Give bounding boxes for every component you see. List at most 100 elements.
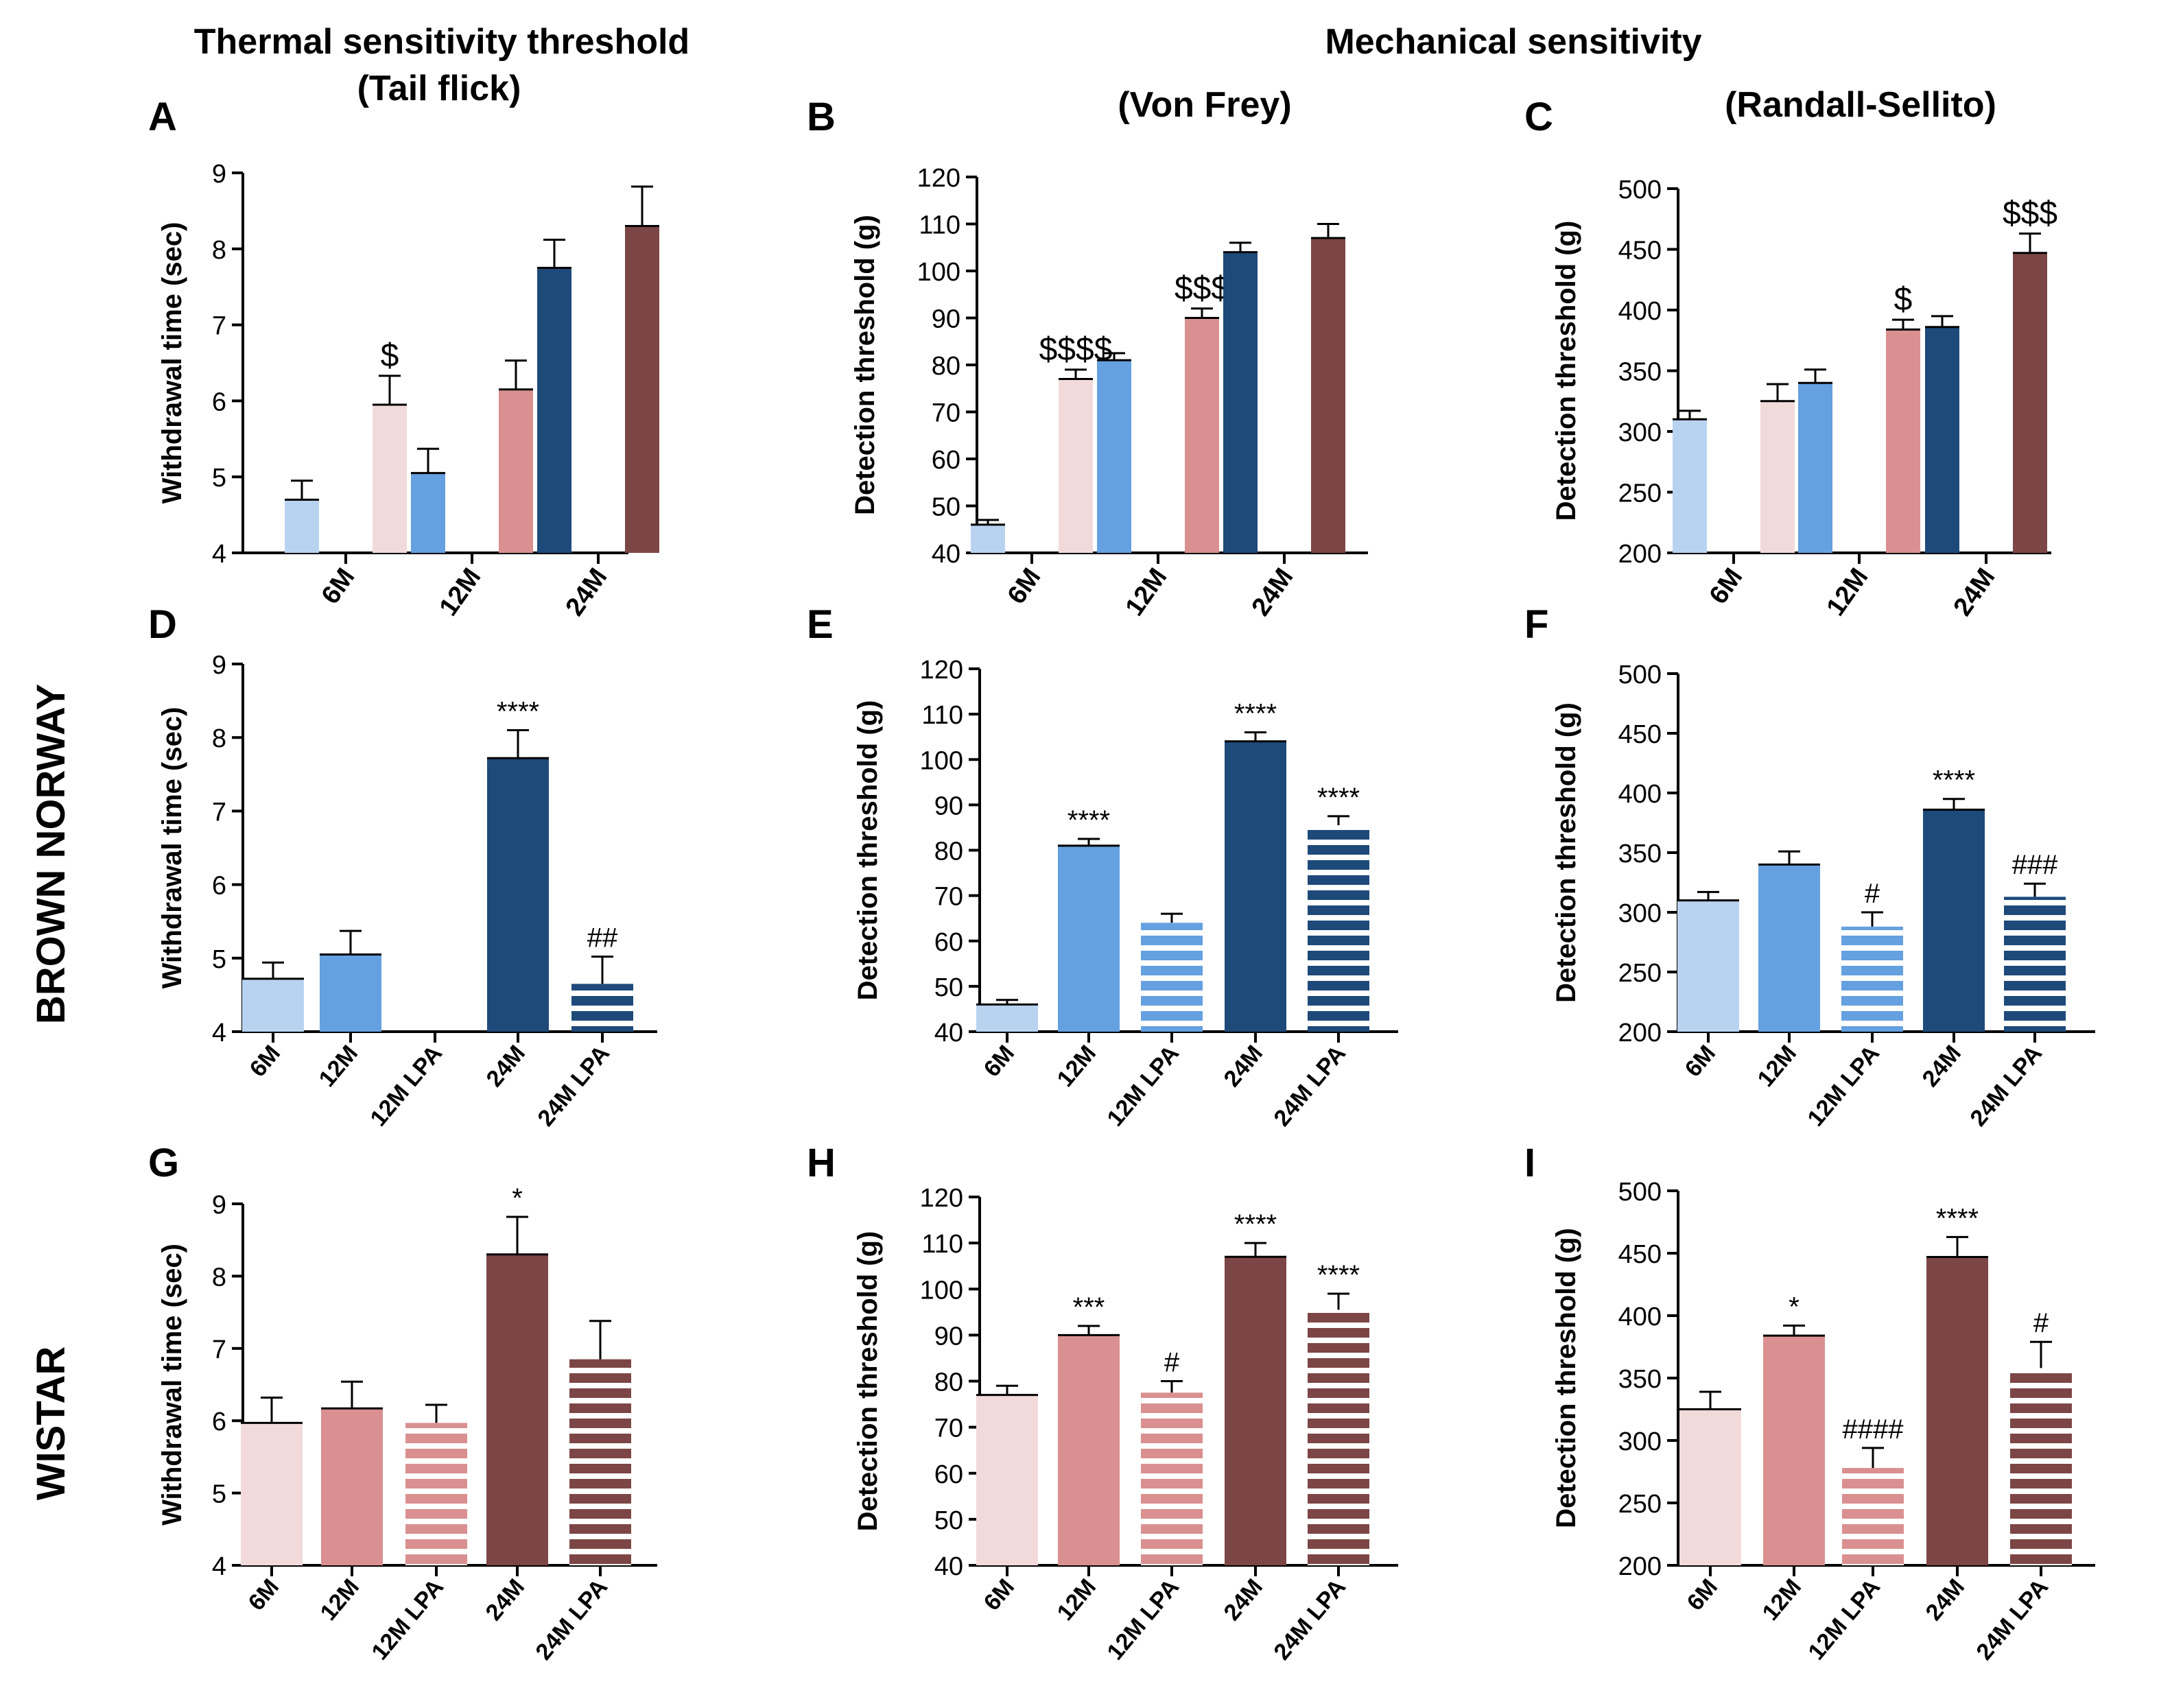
y-tick-label: 50 <box>934 1506 963 1535</box>
x-tick-label: 6M <box>316 563 361 609</box>
significance-label: # <box>1164 1348 1180 1378</box>
panel-label: F <box>1524 602 1548 647</box>
bar <box>1758 864 1820 1032</box>
x-tick-label: 12M <box>1120 563 1173 621</box>
y-tick-label: 80 <box>934 1368 963 1397</box>
bar <box>1763 1336 1825 1565</box>
y-axis-label: Detection threshold (g) <box>853 700 883 1001</box>
y-tick-label: 500 <box>1618 661 1662 689</box>
y-tick-label: 8 <box>212 236 226 265</box>
y-tick-label: 400 <box>1618 1303 1662 1331</box>
x-tick-label: 24M <box>561 563 613 621</box>
x-tick-label: 24M <box>1219 1041 1269 1092</box>
y-tick-label: 7 <box>212 312 226 341</box>
x-tick-label: 6M <box>245 1041 285 1082</box>
bar <box>1225 741 1286 1032</box>
x-tick-label: 12M <box>1052 1041 1102 1092</box>
bar <box>1185 318 1219 553</box>
bar <box>1926 1257 1988 1565</box>
x-tick-label: 12M <box>434 563 487 621</box>
bar <box>1923 809 1985 1032</box>
y-tick-label: 90 <box>934 1322 963 1351</box>
y-tick-label: 5 <box>212 464 226 493</box>
y-tick-label: 4 <box>212 1552 226 1581</box>
y-tick-label: 120 <box>920 1184 963 1213</box>
bar <box>1058 1335 1120 1565</box>
bar <box>1677 900 1739 1032</box>
x-tick-label: 12M LPA <box>1102 1041 1184 1131</box>
significance-label: # <box>1865 879 1880 909</box>
y-tick-label: 400 <box>1618 297 1662 326</box>
bar <box>1308 1309 1369 1565</box>
y-tick-label: 7 <box>212 1336 226 1364</box>
y-tick-label: 6 <box>212 872 226 901</box>
randall-sellito-title: (Randall-Sellito) <box>1725 85 1996 125</box>
y-tick-label: 6 <box>212 388 226 416</box>
bar <box>1886 329 1920 553</box>
y-tick-label: 40 <box>934 1552 963 1581</box>
bar <box>2004 897 2066 1032</box>
x-tick-label: 24M LPA <box>530 1574 613 1665</box>
y-tick-label: 450 <box>1618 237 1662 265</box>
bar <box>405 1423 467 1565</box>
y-tick-label: 250 <box>1618 1490 1662 1519</box>
y-tick-label: 4 <box>212 540 226 569</box>
y-tick-label: 100 <box>920 746 963 775</box>
x-tick-label: 12M <box>1052 1574 1102 1626</box>
panel-label: C <box>1524 95 1553 139</box>
y-tick-label: 40 <box>934 1019 963 1047</box>
y-tick-label: 9 <box>212 651 226 680</box>
y-tick-label: 9 <box>212 160 226 189</box>
bar <box>1223 252 1258 553</box>
bar <box>373 404 407 553</box>
y-axis-label: Detection threshold (g) <box>1551 702 1581 1003</box>
panel-a: A 4 5 6 7 8 9 Withdrawal time (sec) 6M 12M 24M $ <box>148 95 659 621</box>
x-tick-label: 6M <box>1704 563 1749 609</box>
significance-label: **** <box>497 696 539 726</box>
panel-label: G <box>148 1141 179 1185</box>
x-tick-label: 12M <box>316 1574 365 1626</box>
bar <box>1058 845 1120 1032</box>
bar <box>1308 825 1369 1032</box>
x-tick-label: 24M LPA <box>1269 1574 1351 1665</box>
bar <box>1842 1468 1904 1565</box>
significance-label: #### <box>1843 1414 1904 1445</box>
bar <box>242 978 304 1032</box>
x-tick-label: 12M LPA <box>366 1574 449 1665</box>
panel-b: B 40 50 60 70 80 90 100 110 120 Detection threshol… <box>807 95 1368 621</box>
y-tick-label: 110 <box>921 1230 963 1259</box>
x-tick-label: 24M LPA <box>532 1041 615 1131</box>
panel-label: H <box>807 1141 836 1185</box>
significance-label: **** <box>1234 699 1277 729</box>
y-axis-label: Detection threshold (g) <box>853 1231 883 1532</box>
y-tick-label: 80 <box>932 352 960 381</box>
panel-label: B <box>807 95 836 139</box>
x-tick-label: 12M LPA <box>365 1041 447 1131</box>
y-tick-label: 40 <box>932 540 960 569</box>
y-tick-label: 70 <box>934 883 963 912</box>
x-tick-label: 12M LPA <box>1802 1041 1885 1131</box>
significance-label: * <box>512 1183 523 1213</box>
significance-label: **** <box>1317 1260 1360 1290</box>
bar <box>320 954 381 1032</box>
bar <box>411 473 445 553</box>
significance-label: $$$ <box>1175 270 1229 307</box>
y-tick-label: 8 <box>212 1263 226 1292</box>
y-tick-label: 100 <box>920 1276 963 1305</box>
significance-label: $ <box>381 337 399 374</box>
y-tick-label: 60 <box>934 928 963 957</box>
significance-label: **** <box>1933 766 1975 796</box>
panels: A 4 5 6 7 8 9 Withdrawal time (sec) 6M 12M 24M $ B 40… <box>148 95 2095 1665</box>
significance-label: **** <box>1067 805 1110 835</box>
y-tick-label: 350 <box>1618 358 1662 387</box>
x-tick-label: 24M <box>1247 563 1299 621</box>
y-tick-label: 120 <box>917 164 960 193</box>
bar <box>486 1254 548 1565</box>
y-axis-label: Detection threshold (g) <box>1551 1228 1581 1528</box>
y-axis-label: Withdrawal time (sec) <box>157 222 187 504</box>
panel-g: G 4 5 6 7 8 9 Withdrawal time (sec) 6M 12M 12M LPA… <box>148 1141 657 1665</box>
bar <box>976 1004 1038 1032</box>
y-tick-label: 350 <box>1618 1365 1662 1394</box>
x-tick-label: 12M <box>1753 1041 1802 1092</box>
bar <box>1311 238 1345 553</box>
